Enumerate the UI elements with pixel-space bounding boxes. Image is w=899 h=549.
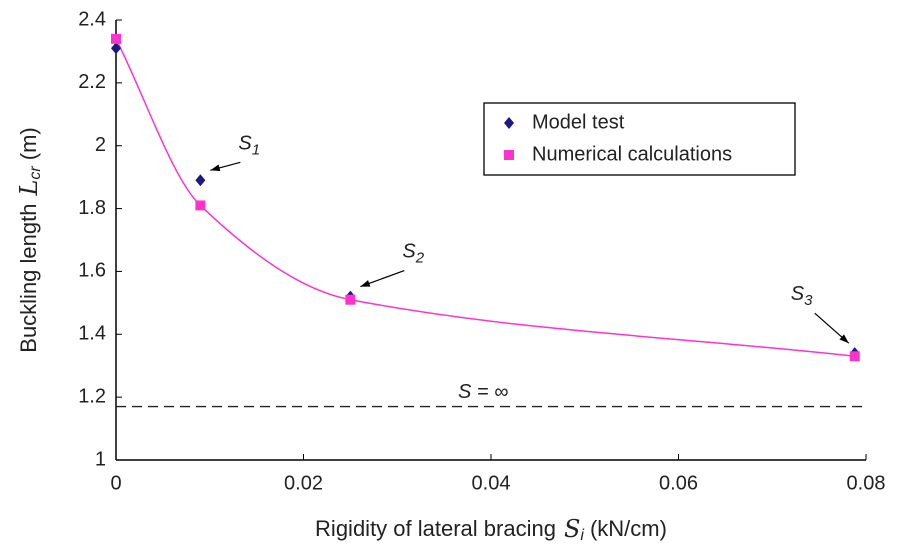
xlabel-text: Rigidity of lateral bracing [315,516,556,541]
xlabel-sub: i [580,527,584,544]
y-tick-label: 1.2 [78,385,106,407]
reference-label: S = ∞ [458,381,508,403]
y-tick-label: 1.8 [78,197,106,219]
annotation-text: S [238,133,252,155]
x-tick-label: 0.06 [659,472,698,494]
annotation: S3 [791,283,813,309]
annotation-sub: 2 [415,250,425,267]
annotation-text: S [791,283,805,305]
ylabel-sub: cr [27,166,44,180]
legend-box [483,102,796,176]
diamond-marker [195,174,206,187]
square-marker [195,200,206,211]
legend-marker [504,150,514,160]
x-tick-label: 0.04 [472,472,511,494]
legend-label: Numerical calculations [532,143,732,165]
annotation-text: S [402,241,416,263]
x-tick-label: 0.02 [284,472,323,494]
ylabel-symbol: L [15,180,43,197]
legend-marker [504,117,514,129]
annotation-sub: 1 [252,141,260,158]
x-tick-label: 0.08 [847,472,886,494]
xlabel-symbol: S [564,515,580,543]
y-tick-label: 2.2 [78,71,106,93]
ylabel: Buckling length Lcr (m) [15,127,45,352]
square-marker [345,294,356,305]
xlabel-unit: (kN/cm) [590,516,667,541]
arrow-head [839,334,849,344]
arrow-head [210,164,221,172]
x-tick-label: 0 [110,472,121,494]
ylabel-text: Buckling length [16,204,41,353]
annotation: S1 [238,133,260,159]
square-marker [111,33,121,44]
square-marker [849,351,860,362]
arrow-head [360,280,371,287]
y-tick-label: 1.6 [78,260,106,282]
xlabel: Rigidity of lateral bracing Si (kN/cm) [315,515,667,545]
diamond-marker [111,42,121,55]
fit-curve [115,38,855,358]
y-tick-label: 2 [95,134,106,156]
y-tick-label: 1 [95,448,106,470]
annotation-sub: 3 [804,292,813,309]
annotation: S2 [402,241,424,267]
ylabel-unit: (m) [16,127,41,160]
legend-label: Model test [532,111,625,133]
y-tick-label: 1.4 [78,323,106,345]
y-tick-label: 2.4 [78,8,106,30]
